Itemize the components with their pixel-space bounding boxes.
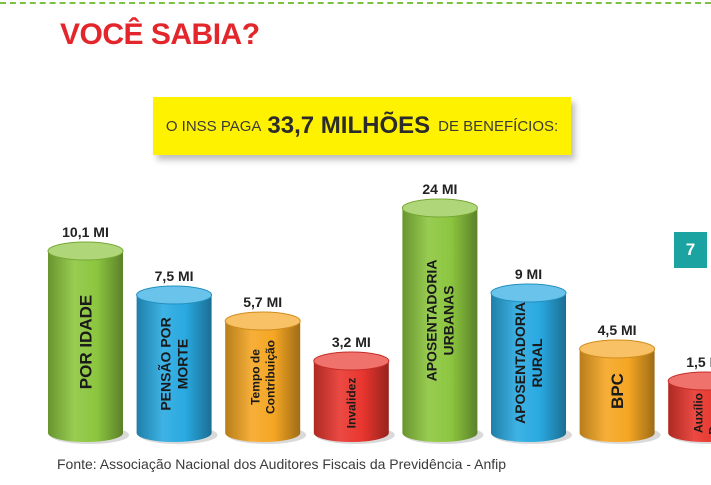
bar-category-label: AuxílioDoença <box>691 391 711 435</box>
callout-prefix: O INSS PAGA <box>165 117 262 135</box>
dashed-top-border <box>0 2 711 4</box>
bar-2: 5,7 MI Tempo deContribuição <box>224 294 307 444</box>
bar-top-cap <box>313 351 390 371</box>
callout-suffix: DE BENEFÍCIOS: <box>438 117 559 135</box>
bar-category-label: Invalidez <box>345 378 359 429</box>
source-caption: Fonte: Associação Nacional dos Auditores… <box>57 456 507 472</box>
bar-category-label: Tempo deContribuição <box>248 340 277 414</box>
bar-body <box>668 381 711 442</box>
bar-1: 7,5 MI PENSÃO PORMORTE <box>136 268 218 444</box>
bar-body <box>491 293 566 442</box>
bar-value-label: 5,7 MI <box>243 294 282 310</box>
bar-top-cap <box>224 311 301 331</box>
bar-top-cap <box>490 283 567 303</box>
bar-body <box>402 208 478 442</box>
bar-body <box>579 349 655 442</box>
bar-category-label: APOSENTADORIARURAL <box>512 302 545 424</box>
bar-3: 3,2 MI Invalidez <box>313 334 395 444</box>
bar-body <box>136 295 212 442</box>
bar-value-label: 3,2 MI <box>332 334 371 350</box>
bar-4: 24 MI APOSENTADORIAURBANAS <box>401 181 484 444</box>
bar-7: 1,5 MI AuxílioDoença <box>667 354 711 444</box>
bar-top-cap <box>136 285 213 305</box>
bar-category-label: APOSENTADORIAURBANAS <box>423 260 456 382</box>
bar-5: 9 MI APOSENTADORIARURAL <box>490 266 572 444</box>
bar-value-label: 7,5 MI <box>155 268 194 284</box>
bar-top-cap <box>667 371 711 391</box>
bar-category-label: POR IDADE <box>76 295 95 389</box>
bar-value-label: 4,5 MI <box>598 322 637 338</box>
bar-body <box>313 361 389 442</box>
bar-body <box>225 321 301 443</box>
page-headline: VOCÊ SABIA? <box>60 18 260 51</box>
bar-value-label: 10,1 MI <box>62 224 109 240</box>
bar-6: 4,5 MI BPC <box>579 322 661 444</box>
bar-top-cap <box>47 241 124 261</box>
bar-top-cap <box>579 339 656 359</box>
page-number-badge: 7 <box>674 232 707 268</box>
total-benefits-callout: O INSS PAGA 33,7 MILHÕES DE BENEFÍCIOS: <box>153 97 571 155</box>
bar-value-label: 9 MI <box>515 266 542 282</box>
bar-0: 10,1 MI POR IDADE <box>47 224 129 444</box>
bar-value-label: 1,5 MI <box>686 354 711 370</box>
bar-value-label: 24 MI <box>422 181 457 197</box>
callout-highlight: 33,7 MILHÕES <box>267 112 431 139</box>
bar-category-label: BPC <box>608 373 627 409</box>
bar-category-label: PENSÃO PORMORTE <box>157 317 191 410</box>
bar-body <box>48 251 123 442</box>
bar-top-cap <box>401 198 478 218</box>
